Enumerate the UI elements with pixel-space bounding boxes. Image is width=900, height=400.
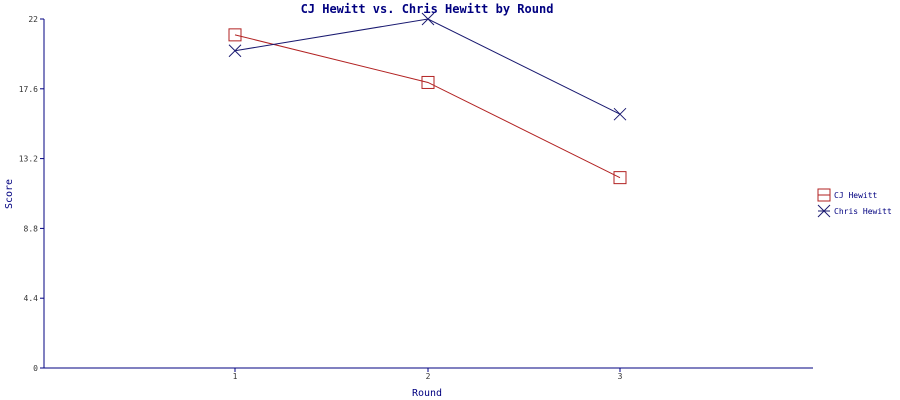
y-axis-title: Score [4,179,15,209]
series-line-cj-hewitt [234,34,621,179]
data-point-chris-hewitt [228,44,242,58]
legend-label-cj-hewitt: CJ Hewitt [834,191,878,200]
y-tick-label: 13.2 [19,155,38,164]
data-point-chris-hewitt [613,107,627,121]
y-tick-label: 22 [28,15,38,24]
chart-title: CJ Hewitt vs. Chris Hewitt by Round [301,2,554,16]
data-point-cj-hewitt [228,28,242,42]
data-point-chris-hewitt [421,12,435,26]
data-point-cj-hewitt [421,75,435,89]
plot-area: 0 4.4 8.8 13.2 17.6 22 1 2 3 [19,12,813,381]
y-tick-label: 4.4 [24,294,39,303]
series-line-chris-hewitt [234,18,621,115]
x-tick-label: 2 [426,372,431,381]
x-axis-title: Round [412,388,442,399]
x-tick-label: 3 [618,372,623,381]
legend: CJ Hewitt Chris Hewitt [817,188,892,218]
x-tick-label: 1 [233,372,238,381]
y-tick-label: 8.8 [24,224,39,233]
legend-marker-cj-hewitt [817,188,831,202]
data-point-cj-hewitt [613,171,627,185]
y-tick-label: 0 [33,364,38,373]
legend-marker-chris-hewitt [817,204,831,218]
legend-label-chris-hewitt: Chris Hewitt [834,207,892,216]
y-tick-label: 17.6 [19,85,38,94]
